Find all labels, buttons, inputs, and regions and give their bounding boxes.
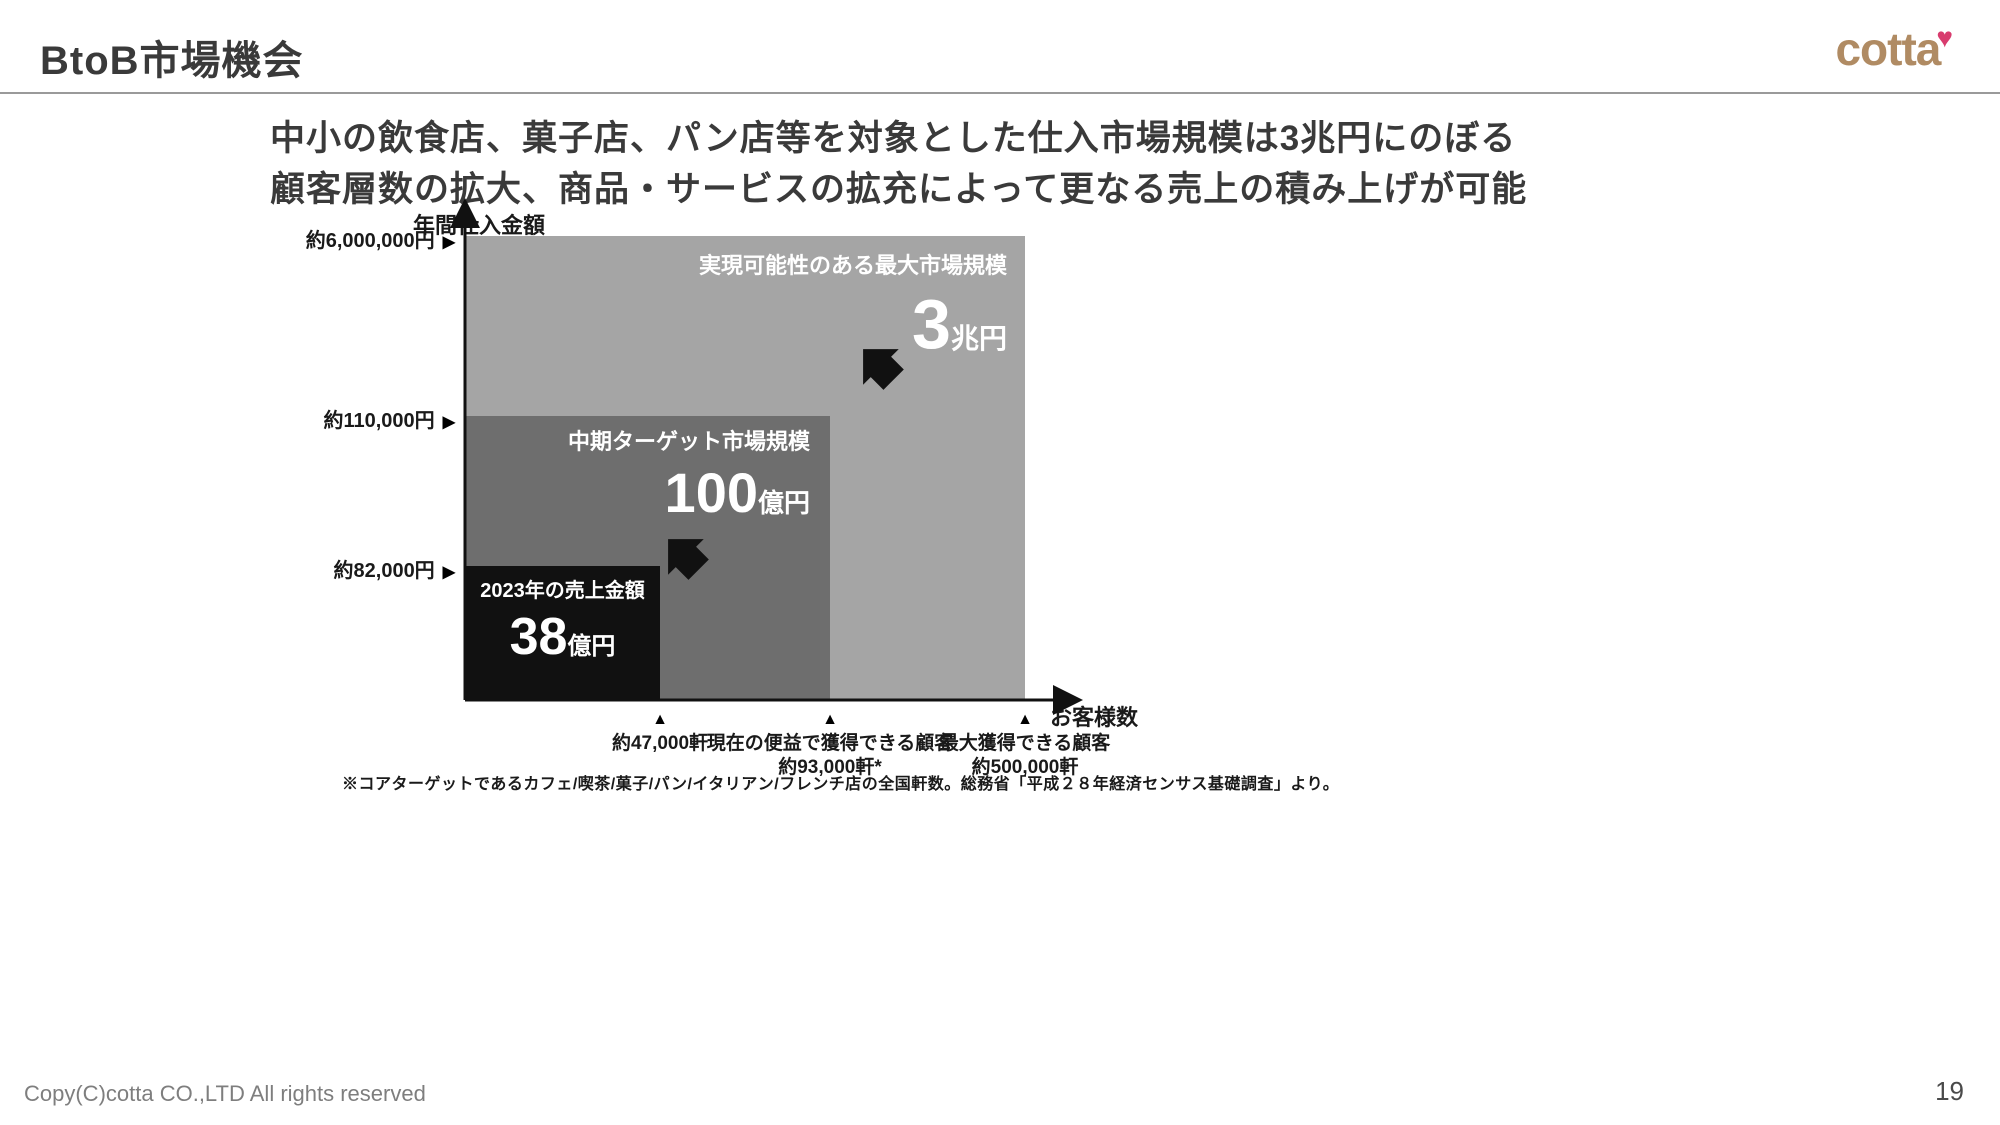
brand-logo-heart-icon: ♥ — [1936, 22, 1952, 53]
growth-arrow-icon — [850, 336, 922, 408]
header: BtoB市場機会 cotta♥ — [40, 28, 1960, 88]
chart-axes — [459, 216, 1079, 720]
growth-arrow-icon — [655, 526, 727, 598]
brand-logo: cotta♥ — [1835, 22, 1952, 76]
page-number: 19 — [1935, 1076, 1964, 1107]
y-tick: 約82,000円▶ — [285, 554, 455, 583]
slide: BtoB市場機会 cotta♥ 中小の飲食店、菓子店、パン店等を対象とした仕入市… — [0, 0, 2000, 1125]
copyright: Copy(C)cotta CO.,LTD All rights reserved — [24, 1081, 426, 1107]
market-size-chart: 実現可能性のある最大市場規模3兆円中期ターゲット市場規模100億円2023年の売… — [465, 236, 1025, 700]
subtitle: 中小の飲食店、菓子店、パン店等を対象とした仕入市場規模は3兆円にのぼる 顧客層数… — [270, 114, 1527, 216]
y-tick: 約6,000,000円▶ — [285, 224, 455, 253]
x-tick: ▲最大獲得できる顧客約500,000軒 — [885, 710, 1165, 780]
subtitle-line-1: 中小の飲食店、菓子店、パン店等を対象とした仕入市場規模は3兆円にのぼる — [270, 114, 1527, 165]
header-divider — [0, 92, 2000, 94]
page-title: BtoB市場機会 — [40, 28, 1960, 86]
brand-logo-text: cotta — [1835, 23, 1940, 75]
y-tick: 約110,000円▶ — [285, 404, 455, 433]
